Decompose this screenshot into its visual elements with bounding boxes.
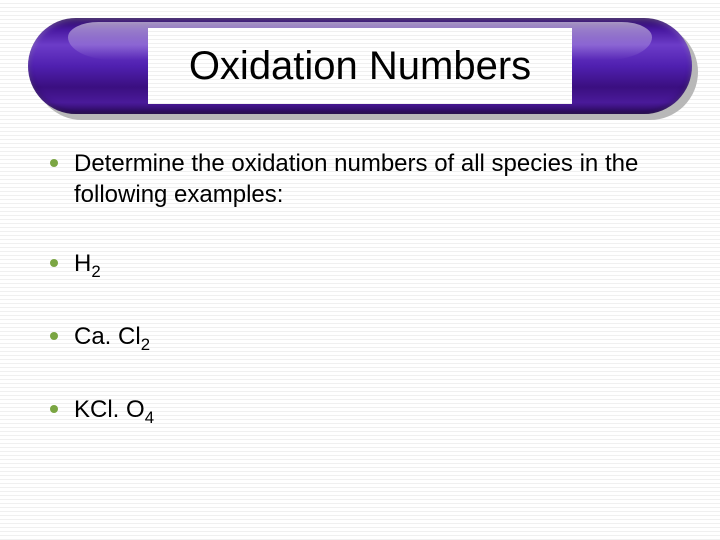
slide-title: Oxidation Numbers [189, 44, 531, 89]
formula-base: H [74, 250, 91, 277]
formula-base: Ca. Cl [74, 323, 141, 350]
formula-subscript: 2 [91, 262, 100, 281]
formula-subscript: 2 [141, 335, 150, 354]
title-inner-panel: Oxidation Numbers [148, 28, 572, 104]
bullet-dot-icon [50, 332, 58, 340]
bullet-dot-icon [50, 159, 58, 167]
bullet-dot-icon [50, 405, 58, 413]
bullet-dot-icon [50, 259, 58, 267]
bullet-list: Determine the oxidation numbers of all s… [50, 148, 670, 466]
bullet-text: H2 [74, 248, 101, 283]
title-banner: Oxidation Numbers [28, 18, 692, 116]
bullet-item: Ca. Cl2 [50, 321, 670, 356]
formula-subscript: 4 [145, 407, 154, 426]
formula-base: KCl. O [74, 396, 145, 423]
bullet-text: KCl. O4 [74, 394, 154, 429]
bullet-text: Ca. Cl2 [74, 321, 150, 356]
bullet-text: Determine the oxidation numbers of all s… [74, 148, 670, 210]
bullet-item: H2 [50, 248, 670, 283]
bullet-item: KCl. O4 [50, 394, 670, 429]
bullet-item: Determine the oxidation numbers of all s… [50, 148, 670, 210]
